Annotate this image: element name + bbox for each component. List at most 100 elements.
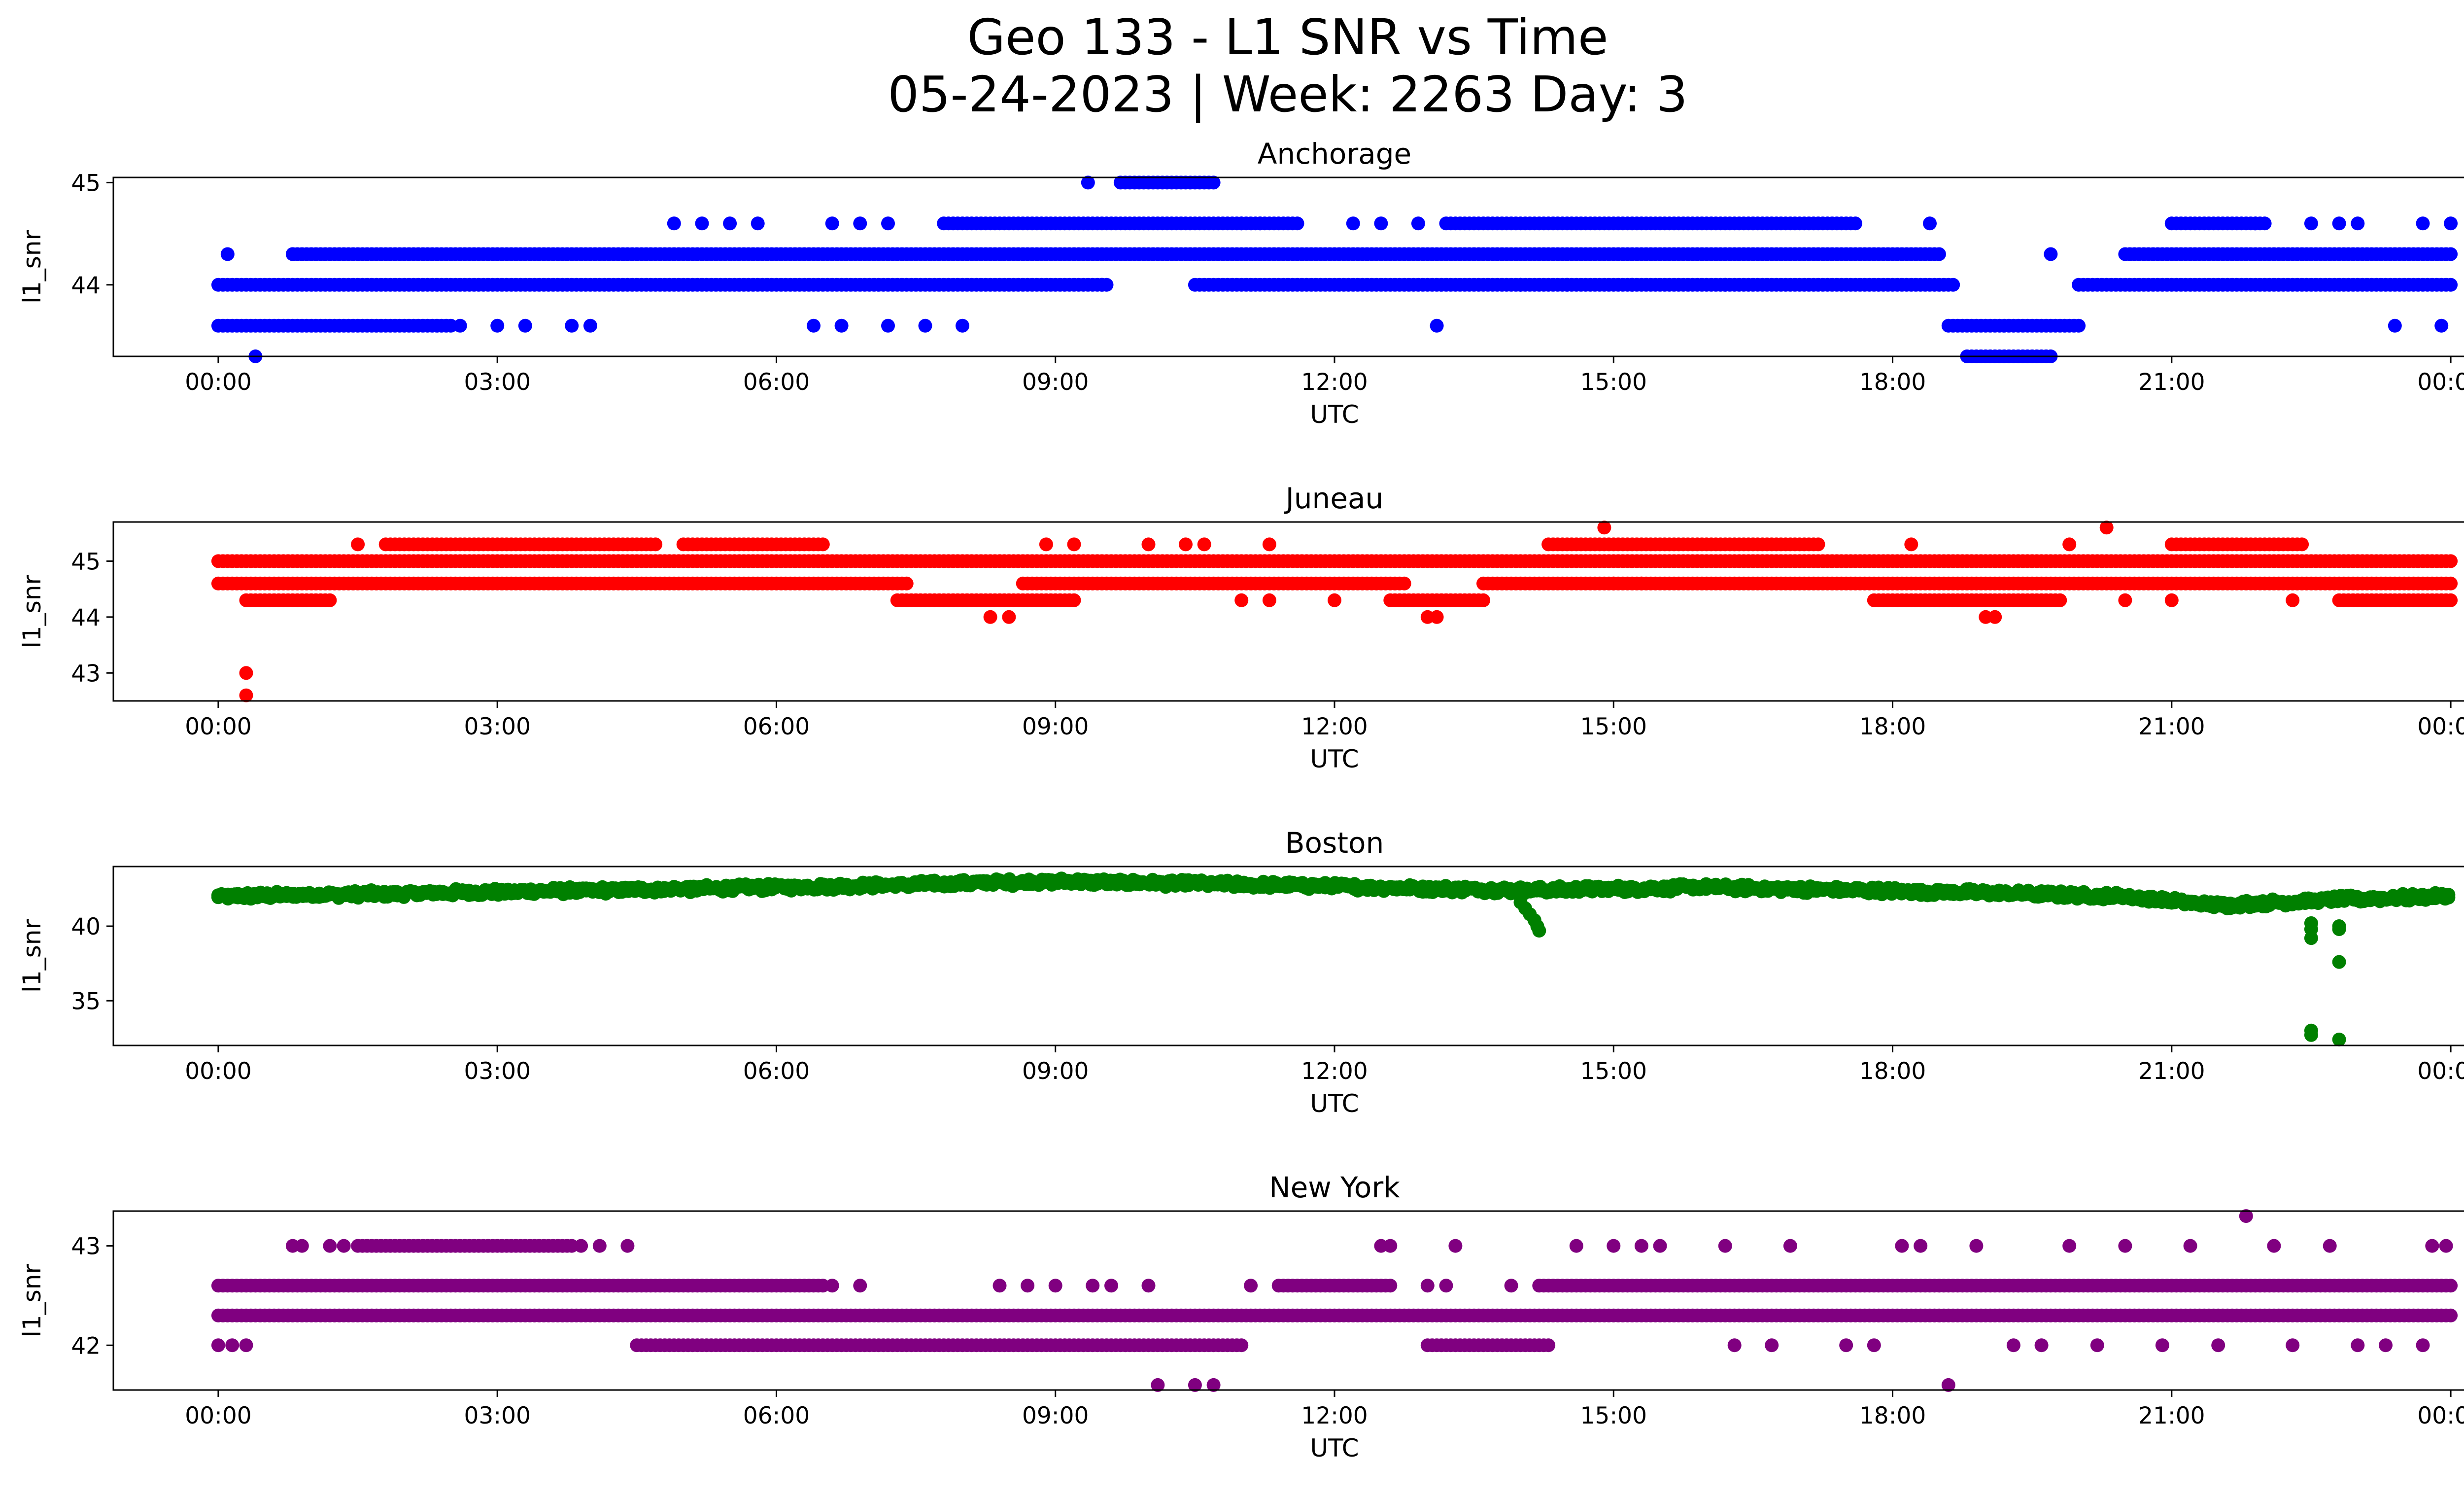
x-tick-label: 00:00: [185, 369, 251, 396]
data-point: [2304, 216, 2318, 231]
data-point: [1328, 593, 1341, 607]
data-point: [1290, 216, 1304, 231]
data-point: [1411, 216, 1425, 231]
data-point: [1718, 278, 1732, 292]
data-point: [1262, 537, 1276, 552]
figure-title: Geo 133 - L1 SNR vs Time 05-24-2023 | We…: [0, 9, 2464, 123]
data-point: [1383, 1279, 1398, 1293]
x-tick-label: 18:00: [1859, 713, 1926, 740]
data-point: [2053, 593, 2067, 607]
data-point: [2248, 216, 2262, 231]
data-point: [1179, 537, 1193, 552]
data-point: [453, 318, 467, 333]
data-point: [2444, 1308, 2458, 1322]
y-axis: 43 44 45: [71, 548, 113, 687]
x-tick-label: 09:00: [1022, 713, 1089, 740]
data-points: [211, 521, 2458, 702]
data-point: [1988, 610, 2002, 624]
data-point: [853, 216, 867, 231]
data-point: [2304, 1028, 2318, 1042]
x-tick-label: 00:00: [2417, 369, 2464, 396]
data-point: [2332, 922, 2346, 937]
data-point: [1067, 537, 1081, 552]
x-axis-label: UTC: [1310, 400, 1359, 429]
data-point: [1625, 278, 1639, 292]
data-point: [2332, 1032, 2346, 1046]
data-point: [2332, 216, 2346, 231]
figure-title-line1: Geo 133 - L1 SNR vs Time: [967, 8, 1608, 66]
data-point: [323, 593, 337, 607]
subplot-title: Anchorage: [1258, 137, 1411, 171]
data-point: [239, 666, 253, 680]
data-point: [834, 318, 849, 333]
data-point: [2332, 955, 2346, 969]
subplot-title: New York: [1269, 1171, 1400, 1204]
data-point: [1430, 610, 1444, 624]
data-point: [2072, 318, 2086, 333]
data-point: [723, 216, 737, 231]
data-point: [490, 318, 505, 333]
x-tick-label: 21:00: [2138, 369, 2205, 396]
y-tick-label: 44: [71, 272, 101, 299]
data-point: [565, 318, 579, 333]
data-point: [2295, 537, 2309, 552]
y-axis: 44 45: [71, 170, 113, 299]
data-point: [351, 537, 365, 552]
y-tick-label: 35: [71, 988, 101, 1015]
x-tick-label: 06:00: [743, 713, 810, 740]
y-tick-label: 43: [71, 660, 101, 687]
x-tick-label: 15:00: [1580, 713, 1647, 740]
data-point: [2416, 216, 2430, 231]
data-point: [1262, 593, 1276, 607]
x-tick-label: 00:00: [185, 713, 251, 740]
x-axis: 00:00 03:00 06:00 09:00 12:00 15:00 18:00 21:00…: [185, 356, 2464, 396]
data-point: [1541, 1338, 1556, 1353]
y-axis-label: l1_snr: [18, 575, 46, 648]
data-point: [1560, 278, 1574, 292]
data-point: [1095, 278, 1109, 292]
data-point: [2444, 593, 2458, 607]
data-point: [825, 216, 839, 231]
data-point: [2444, 278, 2458, 292]
x-tick-label: 21:00: [2138, 713, 2205, 740]
x-tick-label: 00:00: [2417, 1058, 2464, 1085]
data-point: [816, 537, 830, 552]
data-point: [1039, 537, 1053, 552]
y-tick-label: 44: [71, 604, 101, 631]
data-point: [1234, 216, 1249, 231]
x-tick-label: 12:00: [1301, 1058, 1368, 1085]
x-tick-label: 00:00: [2417, 713, 2464, 740]
y-tick-label: 45: [71, 170, 101, 197]
data-point: [285, 247, 300, 261]
data-point: [1476, 593, 1490, 607]
data-point: [2351, 216, 2365, 231]
x-axis: 00:00 03:00 06:00 09:00 12:00 15:00 18:00 21:00…: [185, 1045, 2464, 1085]
data-point: [220, 247, 235, 261]
data-point: [1067, 593, 1081, 607]
data-point: [751, 216, 765, 231]
data-point: [1923, 216, 1937, 231]
data-point: [899, 576, 914, 591]
x-tick-label: 09:00: [1022, 369, 1089, 396]
data-points: [211, 1209, 2458, 1392]
data-point: [1346, 216, 1360, 231]
y-axis-label: l1_snr: [18, 230, 46, 304]
x-tick-label: 15:00: [1580, 369, 1647, 396]
x-tick-label: 21:00: [2138, 1058, 2205, 1085]
data-point: [2118, 593, 2132, 607]
data-point: [1532, 924, 1546, 938]
y-tick-label: 45: [71, 548, 101, 575]
data-point: [2444, 554, 2458, 568]
x-axis: 00:00 03:00 06:00 09:00 12:00 15:00 18:00 21:00…: [185, 701, 2464, 740]
data-point: [2388, 318, 2402, 333]
data-point: [1234, 1338, 1249, 1353]
x-tick-label: 12:00: [1301, 369, 1368, 396]
data-point: [1904, 537, 1918, 552]
data-points: [211, 175, 2458, 363]
data-point: [518, 318, 532, 333]
x-tick-label: 06:00: [743, 369, 810, 396]
data-point: [1253, 216, 1267, 231]
